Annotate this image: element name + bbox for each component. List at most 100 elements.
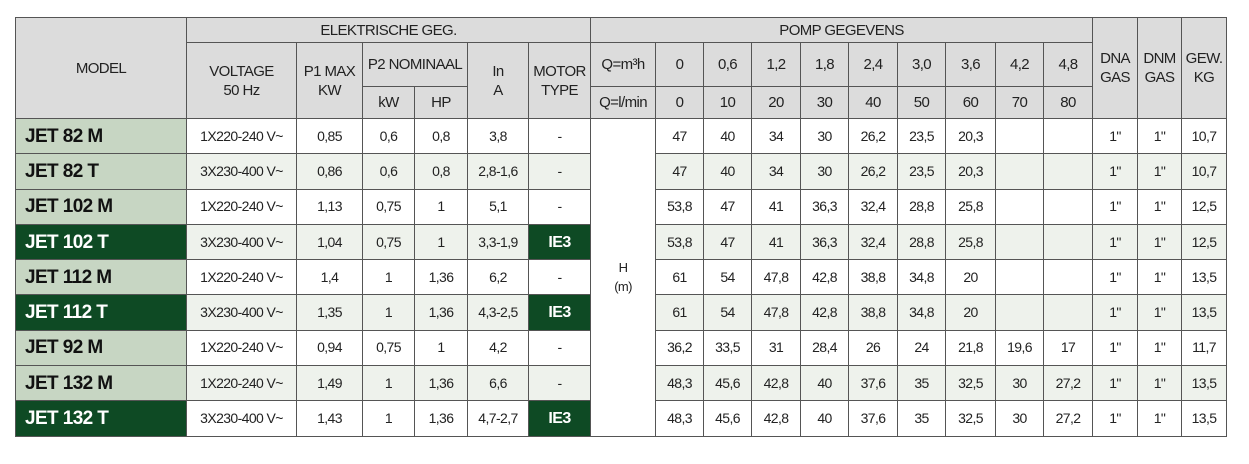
head-value: 37,6 [848, 365, 899, 402]
head-label: H (m) [590, 118, 657, 437]
head-value: 40 [703, 117, 753, 155]
cell-gew: 11,7 [1181, 329, 1228, 367]
flow-value: 1,2 [751, 42, 802, 87]
cell-kw: 0,75 [362, 223, 415, 261]
head-value [1043, 223, 1094, 261]
head-value: 35 [897, 365, 947, 402]
voltage-header-line: VOLTAGE [209, 62, 274, 80]
dnm-header-line: GAS [1144, 69, 1175, 86]
head-value: 27,2 [1043, 400, 1094, 437]
table-row: JET 112 M 1X220-240 V~ 1,4 1 1,36 6,2- 61 54 47,… [15, 259, 1228, 296]
model-name: JET 82 M [15, 117, 187, 155]
weight-header: GEW. KG [1181, 17, 1228, 119]
head-value [995, 223, 1045, 261]
q-header: Q=l/min [590, 86, 657, 119]
cell-p1: 1,43 [296, 400, 363, 437]
head-value [995, 117, 1045, 155]
head-value: 34 [751, 153, 802, 190]
cell-p1: 0,86 [296, 153, 363, 190]
flow-value: 80 [1043, 86, 1094, 119]
head-value [1043, 259, 1094, 296]
head-value: 23,5 [897, 153, 947, 190]
motor-type: IE3 [527, 294, 592, 331]
voltage-header: VOLTAGE 50 Hz [186, 42, 297, 119]
motor-header-line: TYPE [541, 81, 578, 99]
q-header: Q=m³h [590, 42, 657, 87]
p1-header: P1 MAX KW [296, 42, 363, 119]
head-value: 34,8 [897, 259, 947, 296]
flow-value: 10 [703, 86, 753, 119]
current-header-line: In [492, 62, 504, 80]
cell-gew: 13,5 [1181, 400, 1228, 437]
head-value: 45,6 [703, 365, 753, 402]
table-row: JET 82 M 1X220-240 V~ 0,85 0,6 0,8 3,8- H (m) 47… [15, 117, 1228, 437]
cell-dna: 1" [1092, 117, 1139, 155]
cell-kw: 1 [362, 400, 415, 437]
flow-value: 4,2 [995, 42, 1045, 87]
flow-value: 20 [751, 86, 802, 119]
head-value: 26 [848, 329, 899, 367]
head-value: 47 [655, 153, 705, 190]
head-value: 40 [800, 400, 850, 437]
p1-header-line: KW [318, 81, 342, 99]
head-value: 20 [945, 294, 997, 331]
head-value: 20,3 [945, 153, 997, 190]
table-row: VOLTAGE 50 Hz P1 MAX KW P2 NOMINAAL In A MOTOR T… [16, 42, 1227, 119]
model-header: MODEL [15, 17, 187, 119]
cell-kw: 0,6 [362, 153, 415, 190]
head-value [1043, 294, 1094, 331]
cell-in: 3,3-1,9 [467, 223, 529, 261]
cell-in: 3,8 [467, 117, 529, 155]
table-row: JET 102 M 1X220-240 V~ 1,13 0,75 1 5,1- 53,8 47… [15, 188, 1228, 225]
cell-kw: 0,75 [362, 329, 415, 367]
group-header: POMP GEGEVENS [590, 17, 1094, 43]
motor-header-line: MOTOR [533, 62, 586, 80]
current-header-line: A [493, 81, 503, 99]
head-value: 53,8 [655, 223, 705, 261]
head-value: 32,5 [945, 365, 997, 402]
head-value [1043, 188, 1094, 225]
flow-value: 0 [655, 42, 705, 87]
cell-p1: 1,04 [296, 223, 363, 261]
head-value: 21,8 [945, 329, 997, 367]
table-row: JET 102 T 3X230-400 V~ 1,04 0,75 1 3,3-1,9 IE3… [15, 223, 1228, 261]
head-value: 24 [897, 329, 947, 367]
cell-dna: 1" [1092, 259, 1139, 296]
cell-p1: 1,35 [296, 294, 363, 331]
cell-dna: 1" [1092, 223, 1139, 261]
p2-header: P2 NOMINAAL [362, 42, 468, 87]
cell-in: 5,1 [467, 188, 529, 225]
head-value: 42,8 [751, 400, 802, 437]
head-value: 40 [703, 153, 753, 190]
head-value: 32,4 [848, 188, 899, 225]
head-value: 19,6 [995, 329, 1045, 367]
head-value: 42,8 [800, 259, 850, 296]
cell-p1: 1,49 [296, 365, 363, 402]
flow-value: 50 [897, 86, 947, 119]
table-row: JET 132 M 1X220-240 V~ 1,49 1 1,36 6,6- 48,3 45… [15, 365, 1228, 402]
head-value [1043, 117, 1094, 155]
cell-voltage: 3X230-400 V~ [186, 153, 297, 190]
cell-hp: 1,36 [414, 294, 468, 331]
head-value: 23,5 [897, 117, 947, 155]
cell-voltage: 1X220-240 V~ [186, 117, 297, 155]
head-value: 17 [1043, 329, 1094, 367]
cell-hp: 1,36 [414, 365, 468, 402]
cell-hp: 1 [414, 188, 468, 225]
model-name: JET 82 T [15, 153, 187, 190]
cell-gew: 13,5 [1181, 259, 1228, 296]
model-name: JET 102 M [15, 188, 187, 225]
head-value: 36,3 [800, 188, 850, 225]
p1-header-line: P1 MAX [303, 62, 356, 80]
kw-header: kW [362, 86, 415, 119]
flow-value: 0,6 [703, 42, 753, 87]
head-value: 33,5 [703, 329, 753, 367]
flow-value: 1,8 [800, 42, 850, 87]
head-value: 28,4 [800, 329, 850, 367]
cell-kw: 1 [362, 259, 415, 296]
cell-dnm: 1" [1137, 188, 1183, 225]
head-value: 40 [800, 365, 850, 402]
table-row: JET 112 T 3X230-400 V~ 1,35 1 1,36 4,3-2,5 IE3… [15, 294, 1228, 331]
head-value: 26,2 [848, 117, 899, 155]
head-value: 34,8 [897, 294, 947, 331]
